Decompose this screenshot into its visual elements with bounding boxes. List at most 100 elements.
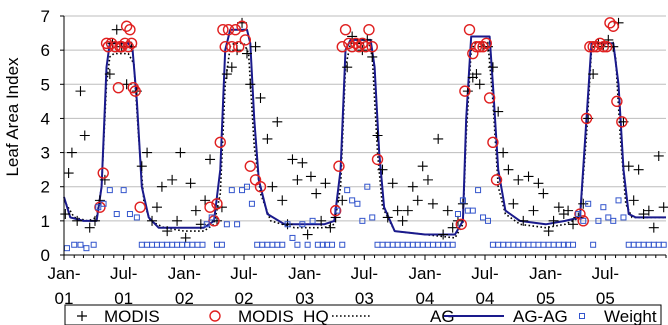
x-tick-label: Jul- xyxy=(592,264,619,283)
data-point-modis xyxy=(518,215,529,226)
data-point-modis-hq xyxy=(371,153,384,166)
data-point-modis xyxy=(79,130,90,141)
data-point-modis-hq xyxy=(470,41,483,53)
data-point-modis xyxy=(63,168,74,179)
data-point-weight xyxy=(284,221,291,228)
data-point-modis-hq xyxy=(346,41,358,53)
data-point-modis xyxy=(94,195,105,206)
data-point-weight xyxy=(314,241,321,248)
data-point-weight xyxy=(319,241,326,248)
data-point-weight xyxy=(650,241,657,248)
data-point-weight xyxy=(435,241,442,248)
data-point-modis xyxy=(136,161,147,172)
x-tick-label: 05 xyxy=(536,289,555,308)
data-point-weight xyxy=(374,241,381,248)
data-point-modis xyxy=(175,147,186,158)
data-point-modis xyxy=(407,181,418,192)
data-point-modis-hq xyxy=(339,23,352,36)
data-point-modis-hq xyxy=(343,37,355,50)
data-point-weight xyxy=(234,221,241,228)
data-point-modis-hq xyxy=(226,41,238,53)
data-point-modis-hq xyxy=(483,92,496,104)
data-point-modis-hq xyxy=(124,23,136,36)
data-point-weight xyxy=(530,241,537,248)
x-tick-label: Jan- xyxy=(288,264,321,283)
data-point-weight xyxy=(595,217,602,224)
data-point-modis xyxy=(543,226,554,237)
data-point-weight xyxy=(189,241,196,248)
data-point-modis xyxy=(653,150,664,161)
data-point-modis-hq xyxy=(477,41,489,53)
data-point-modis xyxy=(84,222,95,233)
data-point-modis-hq xyxy=(463,23,476,36)
y-tick-label: 7 xyxy=(41,7,50,26)
data-point-weight xyxy=(505,241,512,248)
data-point-modis-hq xyxy=(329,204,342,217)
x-tick-label: 01 xyxy=(55,289,74,308)
data-point-modis-hq xyxy=(366,41,378,53)
x-tick-label: Jan- xyxy=(168,264,201,283)
data-point-modis xyxy=(282,219,293,230)
x-tick-label: Jan- xyxy=(529,264,562,283)
data-point-modis xyxy=(262,133,273,144)
data-point-weight xyxy=(645,241,652,248)
data-point-modis xyxy=(548,215,559,226)
data-point-modis xyxy=(397,215,408,226)
data-point-weight xyxy=(459,197,466,204)
data-point-modis-hq xyxy=(236,20,248,32)
data-point-weight xyxy=(480,214,487,221)
data-point-modis-hq xyxy=(574,208,586,220)
data-point-modis-hq xyxy=(356,37,369,50)
data-point-modis-hq xyxy=(254,181,267,193)
data-point-weight xyxy=(199,241,206,248)
data-point-modis xyxy=(241,48,252,59)
data-point-weight xyxy=(429,241,436,248)
data-point-weight xyxy=(254,241,261,248)
data-point-modis xyxy=(167,174,178,185)
x-tick-label: 02 xyxy=(235,289,254,308)
data-point-modis xyxy=(287,154,298,165)
data-point-weight xyxy=(449,241,456,248)
data-point-modis xyxy=(342,62,353,73)
data-point-modis xyxy=(438,229,449,240)
data-point-weight xyxy=(354,200,361,207)
data-point-weight xyxy=(179,241,186,248)
data-point-modis xyxy=(603,34,614,45)
data-point-modis xyxy=(553,202,564,213)
data-point-modis xyxy=(162,226,173,237)
data-point-modis-hq xyxy=(580,112,593,125)
data-point-modis xyxy=(200,195,211,206)
data-point-weight xyxy=(264,241,271,248)
data-point-weight xyxy=(555,241,562,248)
data-point-modis xyxy=(533,178,544,189)
data-point-weight xyxy=(269,241,276,248)
legend-label: Weight xyxy=(604,307,657,325)
data-point-weight xyxy=(414,241,421,248)
data-point-weight xyxy=(106,187,113,194)
data-point-modis xyxy=(608,41,619,52)
data-point-weight xyxy=(208,214,215,221)
data-point-modis xyxy=(255,92,266,103)
x-axis-tick-labels: Jan- 01 Jul- 01 Jan- 02 Jul- 02 Jan- 03 Jul- 03 Jan-… xyxy=(47,264,619,308)
data-point-modis-hq xyxy=(359,41,372,53)
data-point-weight xyxy=(83,245,90,252)
data-point-modis xyxy=(568,219,579,230)
data-point-modis-hq xyxy=(353,41,365,53)
data-point-modis-hq xyxy=(611,95,623,108)
data-point-modis-hq xyxy=(204,201,216,213)
data-point-modis xyxy=(457,198,468,209)
data-point-modis-hq xyxy=(102,41,114,53)
data-point-modis-hq xyxy=(459,85,471,97)
data-point-weight xyxy=(600,204,607,211)
data-point-modis xyxy=(337,195,348,206)
data-point-weight xyxy=(248,200,255,207)
legend-label: MODIS_HQ xyxy=(238,307,329,325)
y-tick-label: 5 xyxy=(41,75,50,94)
data-point-modis-hq xyxy=(134,201,146,213)
data-point-modis-hq xyxy=(120,20,133,32)
data-point-modis-hq xyxy=(109,41,121,53)
data-point-weight xyxy=(369,214,376,221)
y-tick-label: 6 xyxy=(41,41,50,60)
data-point-weight xyxy=(525,241,532,248)
data-point-weight xyxy=(424,241,431,248)
